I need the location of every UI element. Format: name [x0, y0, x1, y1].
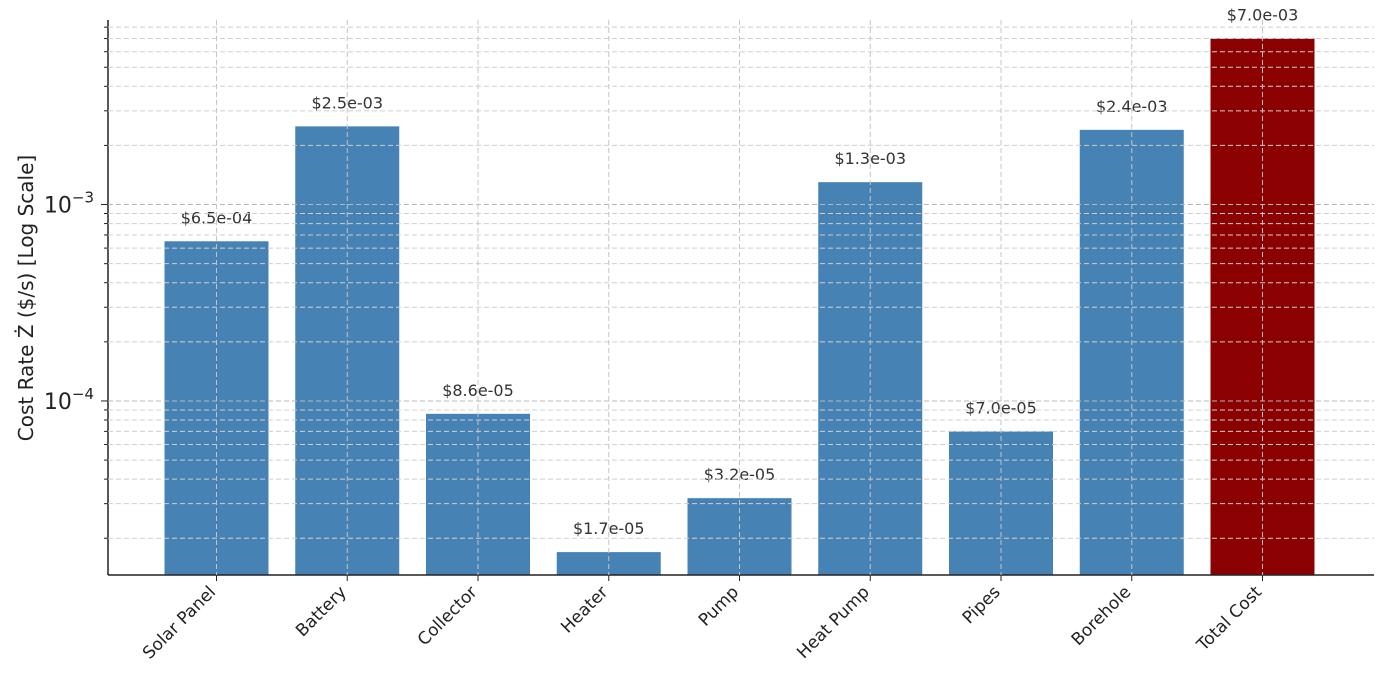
x-tick-label: Pipes: [959, 582, 1005, 628]
data-label: $7.0e-03: [1227, 6, 1299, 25]
x-tick-label: Solar Panel: [139, 582, 220, 663]
bar-heater: [556, 552, 661, 575]
axes: [101, 20, 1374, 581]
data-label: $2.4e-03: [1096, 97, 1168, 116]
y-tick-label: 10−4: [44, 385, 94, 415]
x-tick-label: Heater: [557, 582, 612, 637]
x-tick-label: Battery: [292, 582, 351, 641]
y-tick-label: 10−3: [44, 189, 94, 219]
x-tick-label: Heat Pump: [793, 582, 873, 662]
grid-lines: [108, 20, 1374, 575]
x-tick-label: Total Cost: [1193, 582, 1267, 656]
y-axis-title: Cost Rate Ż ($/s) [Log Scale]: [14, 155, 38, 441]
x-tick-label: Pump: [695, 582, 743, 630]
x-tick-label: Collector: [414, 582, 482, 650]
x-tick-label: Borehole: [1068, 582, 1136, 650]
